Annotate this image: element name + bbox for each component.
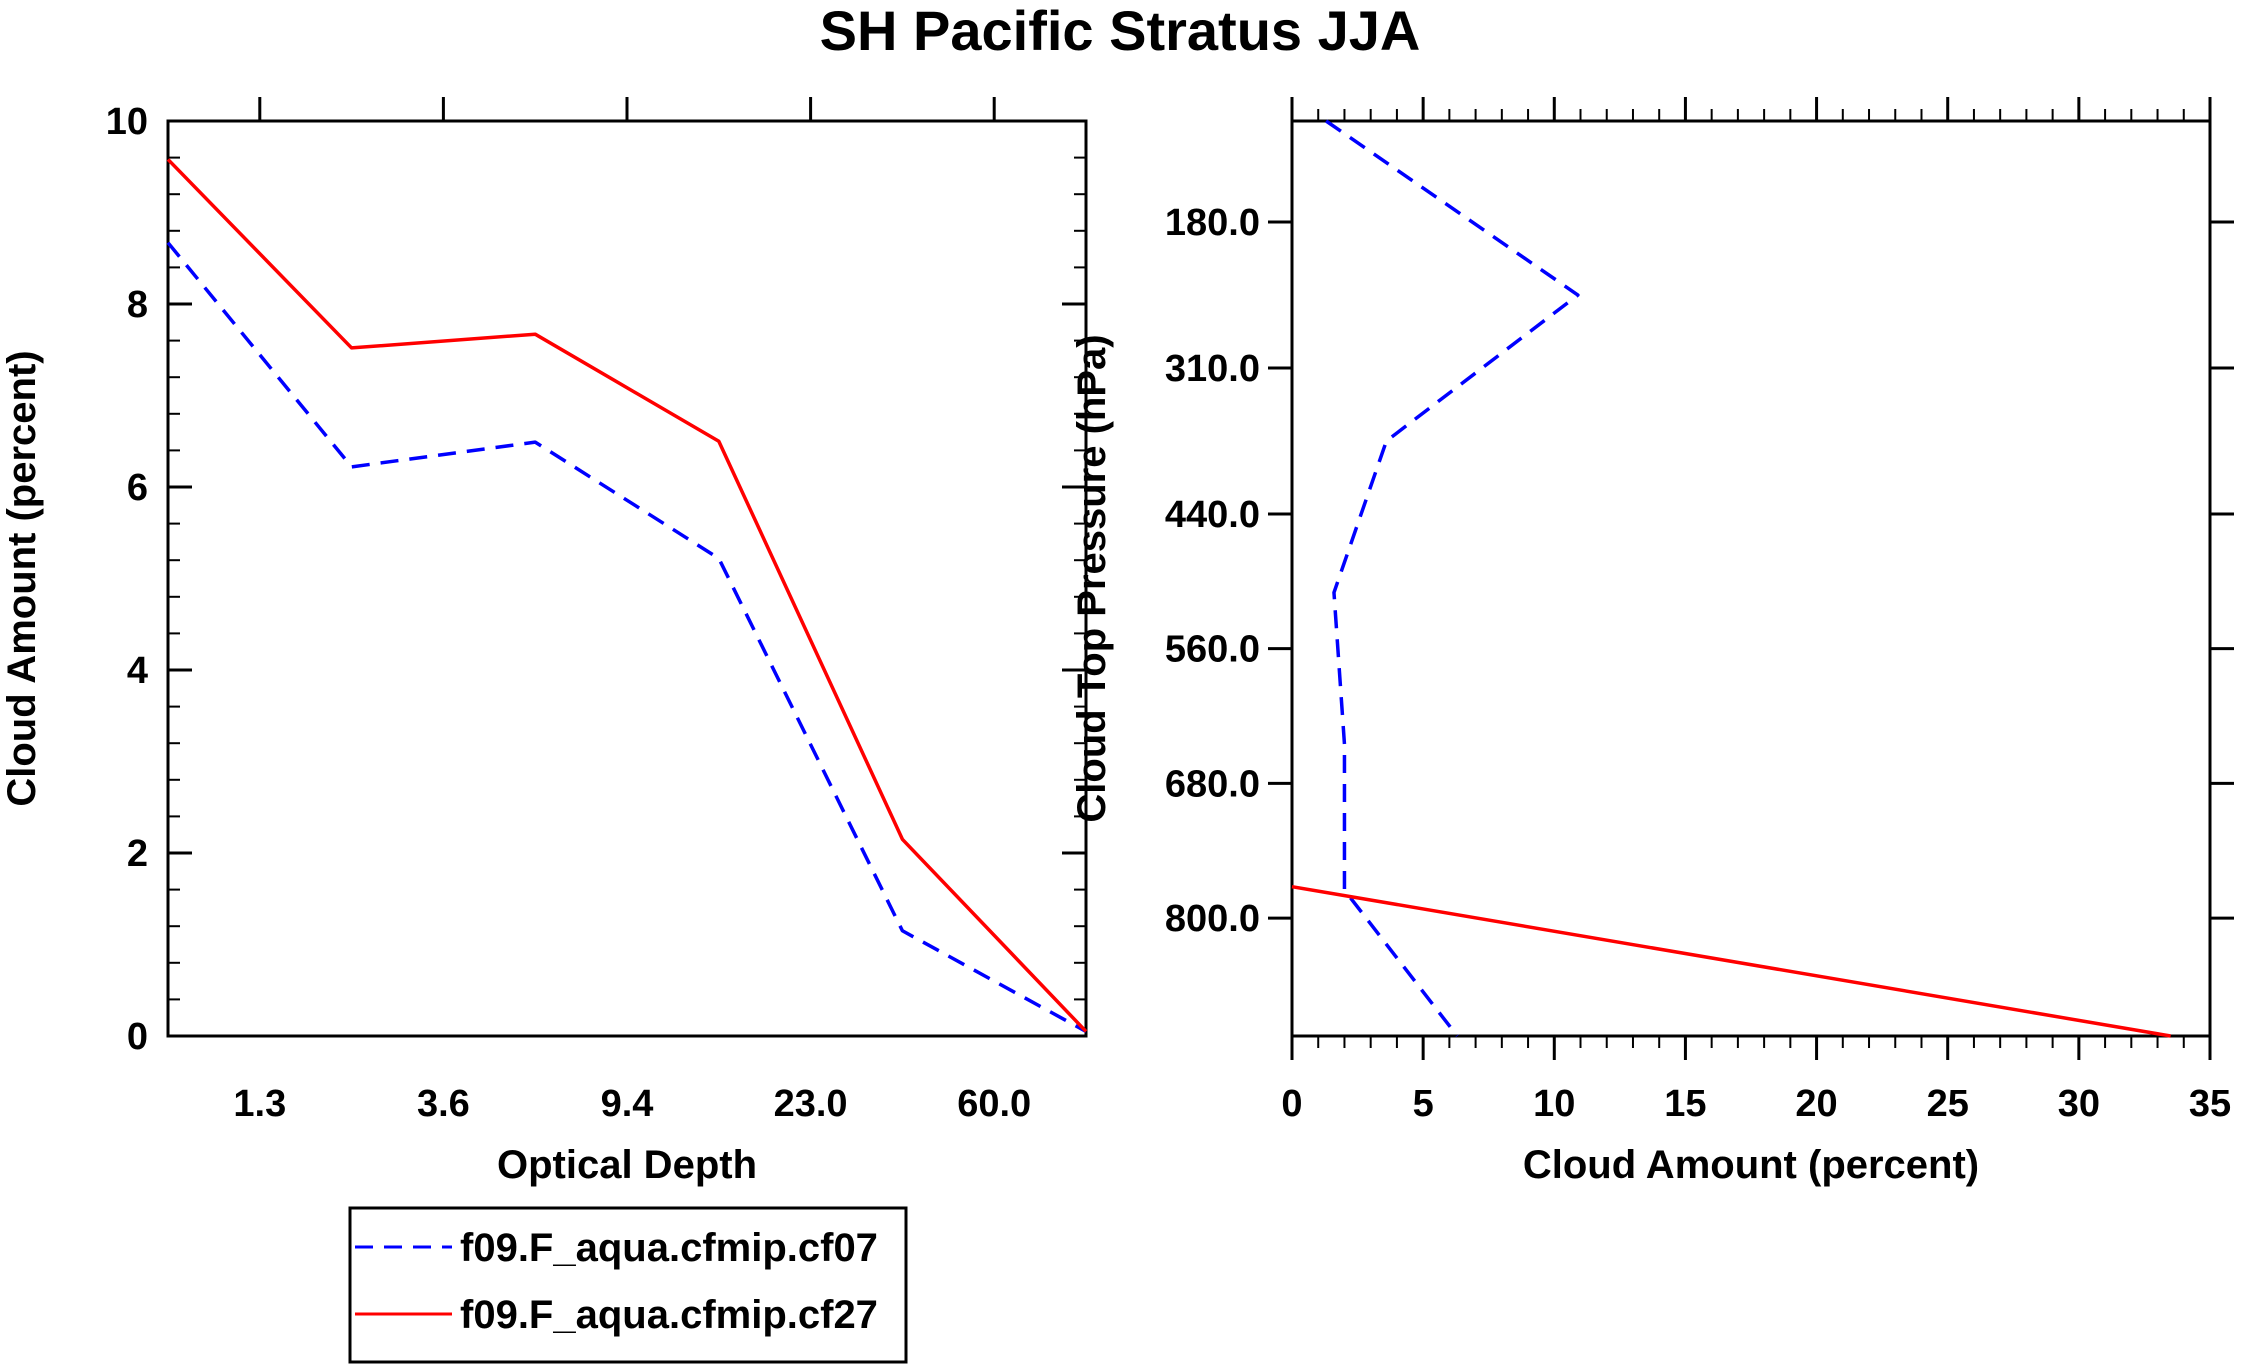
y-tick-label: 560.0 [1165,629,1260,671]
y-tick-label: 0 [127,1016,148,1058]
y-tick-label: 6 [127,467,148,509]
y-tick-label: 2 [127,833,148,875]
plot-frame [1290,119,2212,1038]
x-tick-label: 60.0 [957,1083,1031,1125]
x-tick-label: 0 [1281,1083,1302,1125]
x-tick-label: 1.3 [233,1083,286,1125]
y-tick-label: 4 [127,650,148,692]
figure-title: SH Pacific Stratus JJA [820,0,1421,62]
y-tick-label: 680.0 [1165,763,1260,805]
x-tick-label: 35 [2189,1083,2231,1125]
y-tick-label: 10 [106,101,148,143]
legend: f09.F_aqua.cfmip.cf07 f09.F_aqua.cfmip.c… [348,1206,908,1364]
y-tick-label: 8 [127,284,148,326]
x-tick-label: 20 [1795,1083,1837,1125]
x-axis-title: Optical Depth [497,1143,757,1187]
x-tick-label: 23.0 [774,1083,848,1125]
x-tick-label: 9.4 [601,1083,654,1125]
y-tick-label: 800.0 [1165,898,1260,940]
y-axis-title: Cloud Amount (percent) [0,350,44,806]
series-line-cf07 [1325,119,1580,1038]
plot-frame [166,119,1088,1038]
pressure-profile-chart: 0 5 10 15 20 25 30 35 180.0 310.0 440.0 560.0 680.0 8… [1070,97,2234,1187]
x-tick-label: 30 [2058,1083,2100,1125]
y-axis-title: Cloud Top Pressure (hPa) [1070,334,1114,822]
optical-depth-chart: 0 2 4 6 8 10 1.3 3.6 9.4 23.0 60.0 Optical Depth Clo… [0,97,1088,1187]
y-tick-label: 310.0 [1165,348,1260,390]
x-tick-label: 5 [1413,1083,1434,1125]
series-line-cf07 [166,241,1087,1033]
x-tick-label: 15 [1664,1083,1706,1125]
legend-box [348,1206,908,1364]
y-tick-label: 440.0 [1165,494,1260,536]
x-tick-label: 25 [1927,1083,1969,1125]
x-tick-label: 10 [1533,1083,1575,1125]
series-line-cf27 [166,158,1088,1033]
x-tick-label: 3.6 [417,1083,470,1125]
x-axis-title: Cloud Amount (percent) [1523,1143,1979,1187]
series-line-cf27 [1291,884,2171,1038]
legend-label-cf07: f09.F_aqua.cfmip.cf07 [460,1226,878,1270]
y-tick-label: 180.0 [1165,202,1260,244]
legend-label-cf27: f09.F_aqua.cfmip.cf27 [460,1293,878,1337]
